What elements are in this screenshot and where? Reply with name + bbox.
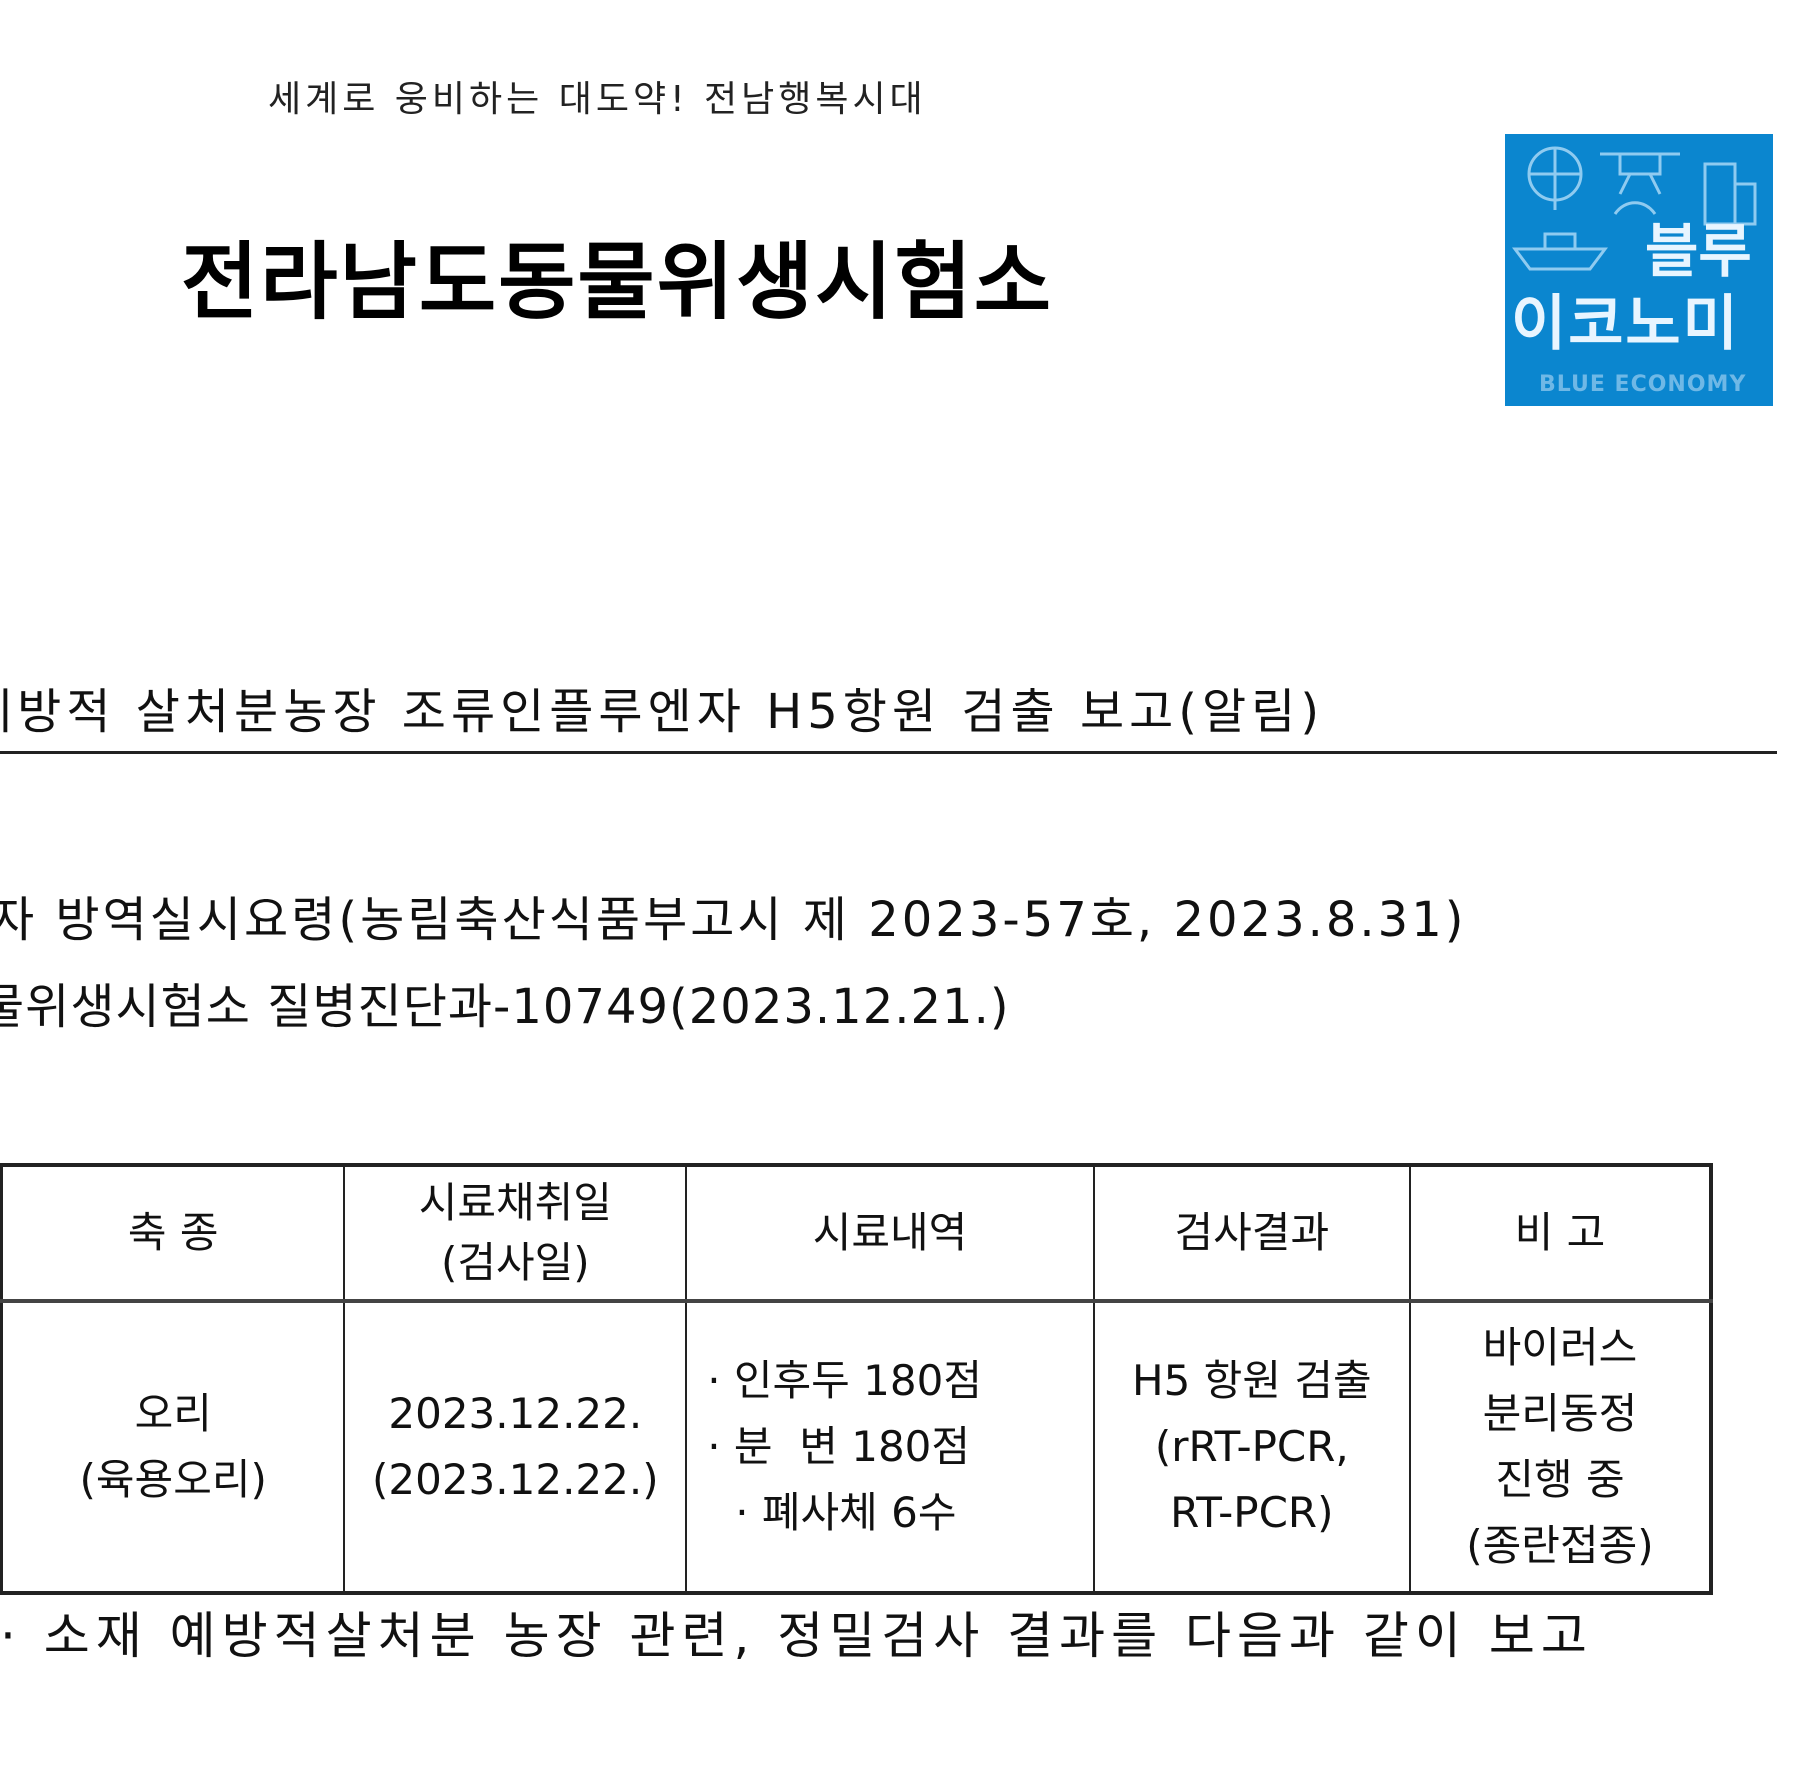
- header-samples: 시료내역: [685, 1163, 1095, 1303]
- results-table: 축 종 시료채취일 (검사일) 시료내역 검사결과 비 고 오리 (육용오리) …: [0, 1163, 1714, 1595]
- sample-line: · 분 변 180점: [707, 1422, 971, 1471]
- logo-text-3: BLUE ECONOMY: [1539, 372, 1747, 397]
- result-line: (rRT-PCR,: [1154, 1422, 1349, 1471]
- header-remarks: 비 고: [1408, 1163, 1714, 1303]
- reference-2: 물위생시험소 질병진단과-10749(2023.12.21.): [0, 979, 1010, 1035]
- remarks-line: 바이러스: [1482, 1323, 1638, 1372]
- species-line: (육용오리): [79, 1455, 267, 1504]
- organization-title: 전라남도동물위생시험소: [181, 233, 1054, 331]
- result-line: RT-PCR): [1170, 1488, 1334, 1537]
- logo-text-1: 블루: [1645, 217, 1752, 285]
- table-row: 오리 (육용오리) 2023.12.22. (2023.12.22.) · 인후…: [0, 1300, 1714, 1595]
- reference-1: 자 방역실시요령(농림축산식품부고시 제 2023-57호, 2023.8.31…: [0, 892, 1467, 948]
- logo-text-2: 이코노미: [1511, 289, 1740, 359]
- remarks-line: (종란접종): [1466, 1521, 1654, 1570]
- remarks-line: 분리동정: [1482, 1389, 1638, 1438]
- logo-icons: [1512, 146, 1757, 271]
- cell-date: 2023.12.22. (2023.12.22.): [343, 1300, 688, 1595]
- slogan: 세계로 웅비하는 대도약! 전남행복시대: [268, 79, 927, 120]
- cell-result: H5 항원 검출 (rRT-PCR, RT-PCR): [1092, 1300, 1411, 1595]
- remarks-line: 진행 중: [1495, 1455, 1625, 1504]
- blue-economy-logo: 블루 이코노미 BLUE ECONOMY: [1505, 134, 1773, 406]
- sample-line: · 폐사체 6수: [735, 1488, 957, 1537]
- cell-remarks: 바이러스 분리동정 진행 중 (종란접종): [1408, 1300, 1714, 1595]
- result-line: H5 항원 검출: [1132, 1356, 1372, 1405]
- cell-samples: · 인후두 180점 · 분 변 180점 · 폐사체 6수: [685, 1300, 1095, 1595]
- document-subject: 예방적 살처분농장 조류인플루엔자 H5항원 검출 보고(알림): [0, 684, 1325, 740]
- header-date: 시료채취일 (검사일): [343, 1163, 688, 1303]
- header-species: 축 종: [0, 1163, 346, 1303]
- cell-species: 오리 (육용오리): [0, 1300, 346, 1595]
- body-text: · 소재 예방적살처분 농장 관련, 정밀검사 결과를 다음과 같이 보고: [0, 1607, 1593, 1665]
- date-line: 2023.12.22.: [388, 1389, 643, 1438]
- subject-underline: [0, 751, 1777, 754]
- date-line: (2023.12.22.): [372, 1455, 659, 1504]
- sample-line: · 인후두 180점: [707, 1356, 982, 1405]
- table-header-row: 축 종 시료채취일 (검사일) 시료내역 검사결과 비 고: [0, 1163, 1714, 1303]
- species-line: 오리: [134, 1389, 212, 1438]
- header-result: 검사결과: [1092, 1163, 1411, 1303]
